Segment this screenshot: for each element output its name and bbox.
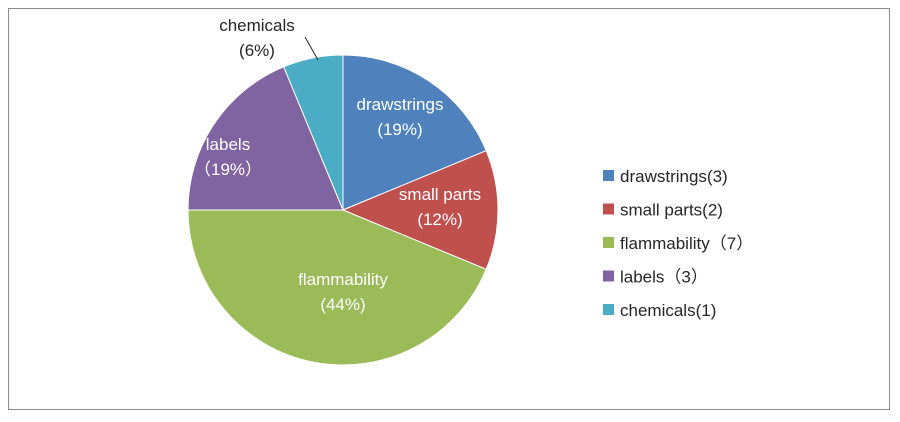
legend-label: flammability（7） — [620, 234, 753, 253]
data-label-name: chemicals — [219, 16, 295, 35]
data-label-name: drawstrings — [357, 95, 444, 114]
chart-frame — [8, 8, 890, 410]
data-label-percent: (19%) — [377, 120, 422, 139]
leader-line — [304, 36, 319, 61]
legend-swatch — [603, 203, 614, 215]
legend-label: labels（3） — [620, 268, 708, 287]
pie-slice-chemicals — [283, 54, 344, 211]
legend-label: chemicals(1) — [620, 301, 716, 320]
legend-swatch — [603, 170, 614, 181]
data-label-name: small parts — [399, 185, 481, 204]
pie-slice-drawstrings — [342, 54, 487, 211]
data-label-percent: (12%) — [417, 210, 462, 229]
legend-label: small parts(2) — [620, 201, 723, 220]
data-label-percent: (6%) — [239, 41, 275, 60]
data-label-name: flammability — [298, 270, 388, 289]
legend-swatch — [603, 270, 614, 282]
data-label-percent: (44%) — [320, 295, 365, 314]
data-label-percent: （19%） — [194, 160, 262, 179]
legend-swatch — [603, 237, 614, 248]
pie-slice-labels — [187, 66, 344, 211]
legend-label: drawstrings(3) — [620, 167, 728, 186]
legend-swatch — [603, 304, 614, 315]
data-label-name: labels — [206, 135, 250, 154]
pie-slice-small-parts — [341, 150, 499, 270]
pie-slice-flammability — [187, 209, 487, 366]
